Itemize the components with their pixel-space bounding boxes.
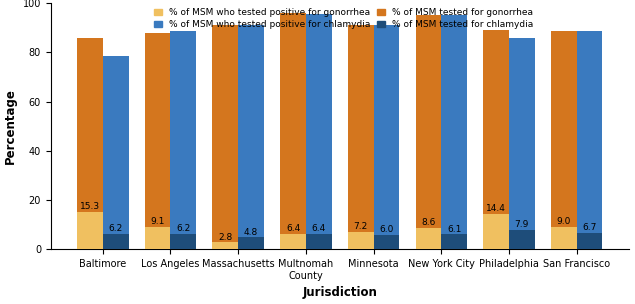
Bar — [373, 25, 399, 249]
Bar — [77, 37, 103, 249]
Bar — [170, 31, 196, 249]
Bar — [103, 234, 128, 249]
Bar — [170, 234, 196, 249]
Bar — [483, 30, 509, 249]
Bar — [213, 242, 238, 249]
Bar — [509, 37, 535, 249]
Text: 8.6: 8.6 — [421, 218, 436, 227]
Text: 7.2: 7.2 — [354, 222, 368, 231]
Bar — [306, 233, 331, 249]
Text: 6.2: 6.2 — [109, 224, 123, 233]
Bar — [577, 31, 603, 249]
Bar — [441, 234, 467, 249]
Text: 6.2: 6.2 — [177, 224, 190, 233]
Bar — [441, 15, 467, 249]
Text: 7.9: 7.9 — [514, 220, 529, 229]
Y-axis label: Percentage: Percentage — [4, 88, 17, 164]
Bar — [551, 31, 577, 249]
Bar — [415, 15, 441, 249]
Text: 6.0: 6.0 — [379, 225, 394, 234]
Bar — [145, 227, 170, 249]
Text: 6.4: 6.4 — [312, 224, 326, 233]
Bar — [103, 56, 128, 249]
Bar — [238, 25, 264, 249]
X-axis label: Jurisdiction: Jurisdiction — [302, 286, 377, 299]
Text: 4.8: 4.8 — [244, 228, 258, 237]
Text: 9.0: 9.0 — [557, 217, 571, 226]
Bar — [213, 25, 238, 249]
Legend: % of MSM who tested positive for gonorrhea, % of MSM who tested positive for chl: % of MSM who tested positive for gonorrh… — [154, 8, 534, 30]
Bar — [280, 233, 306, 249]
Text: 14.4: 14.4 — [486, 204, 506, 213]
Text: 6.1: 6.1 — [447, 225, 461, 233]
Bar — [415, 228, 441, 249]
Bar — [551, 227, 577, 249]
Text: 6.7: 6.7 — [582, 223, 597, 232]
Bar — [373, 234, 399, 249]
Bar — [509, 230, 535, 249]
Bar — [280, 13, 306, 249]
Bar — [306, 14, 331, 249]
Bar — [577, 233, 603, 249]
Bar — [238, 237, 264, 249]
Bar — [145, 33, 170, 249]
Bar — [348, 232, 373, 249]
Text: 9.1: 9.1 — [150, 217, 165, 226]
Bar — [77, 212, 103, 249]
Text: 2.8: 2.8 — [218, 233, 232, 242]
Bar — [483, 214, 509, 249]
Text: 15.3: 15.3 — [80, 202, 100, 211]
Bar — [348, 25, 373, 249]
Text: 6.4: 6.4 — [286, 224, 300, 233]
